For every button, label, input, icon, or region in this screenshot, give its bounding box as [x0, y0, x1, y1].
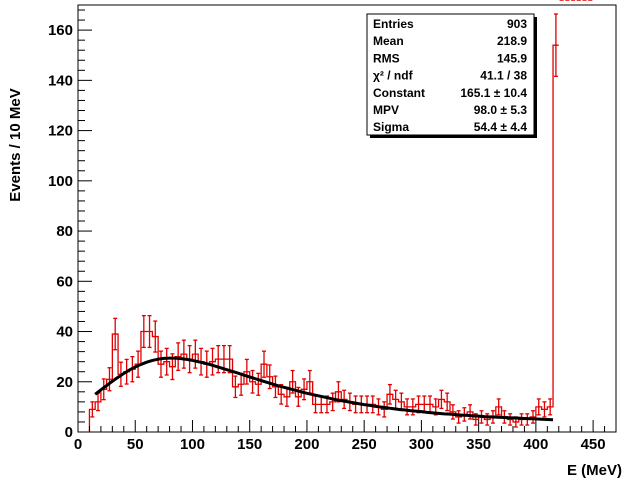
stats-value: 218.9: [497, 34, 527, 48]
y-tick-label: 40: [56, 324, 73, 341]
fit-layer: [94, 356, 554, 422]
x-tick-label: 400: [523, 436, 548, 453]
stats-label: Sigma: [373, 120, 409, 134]
y-tick-label: 120: [48, 123, 73, 140]
stats-label: RMS: [373, 51, 400, 65]
stats-label: MPV: [373, 103, 399, 117]
x-tick-label: 150: [237, 436, 262, 453]
x-tick-label: 0: [74, 436, 82, 453]
x-tick-label: 200: [294, 436, 319, 453]
y-tick-label: 140: [48, 72, 73, 89]
stats-value: 98.0 ± 5.3: [474, 103, 528, 117]
stats-value: 903: [507, 17, 527, 31]
y-tick-label: 160: [48, 22, 73, 39]
x-tick-label: 100: [180, 436, 205, 453]
stats-label: Mean: [373, 34, 404, 48]
stats-label: Entries: [373, 17, 414, 31]
x-tick-label: 50: [127, 436, 144, 453]
stats-label: Constant: [373, 86, 425, 100]
x-tick-label: 250: [352, 436, 377, 453]
fit-curve: [94, 356, 554, 422]
y-tick-label: 100: [48, 173, 73, 190]
stats-value: 41.1 / 38: [480, 69, 527, 83]
stats-rows: Entries 903 Mean 218.9 RMS 145.9 χ² / ndf 41.1 …: [373, 17, 527, 134]
plot-frame: [77, 4, 617, 433]
stats-value: 165.1 ± 10.4: [460, 86, 527, 100]
y-tick-label: 20: [56, 374, 73, 391]
y-axis-title: Events / 10 MeV: [7, 88, 24, 201]
stats-value: 145.9: [497, 51, 527, 65]
stats-label: χ² / ndf: [373, 69, 414, 83]
x-tick-label: 350: [466, 436, 491, 453]
y-tick-label: 80: [56, 223, 73, 240]
axes-layer: 0 50 100 150 200 250 300 350 400 450 0 20 40 60 80 100 1…: [48, 4, 617, 453]
stats-box: Entries 903 Mean 218.9 RMS 145.9 χ² / ndf 41.1 …: [366, 13, 537, 138]
stats-box-frame: [366, 13, 535, 136]
x-tick-label: 300: [409, 436, 434, 453]
y-tick-label: 0: [65, 424, 73, 441]
x-axis-title: E (MeV): [567, 462, 622, 479]
stats-value: 54.4 ± 4.4: [474, 120, 528, 134]
y-tick-label: 60: [56, 273, 73, 290]
x-tick-label: 450: [581, 436, 606, 453]
